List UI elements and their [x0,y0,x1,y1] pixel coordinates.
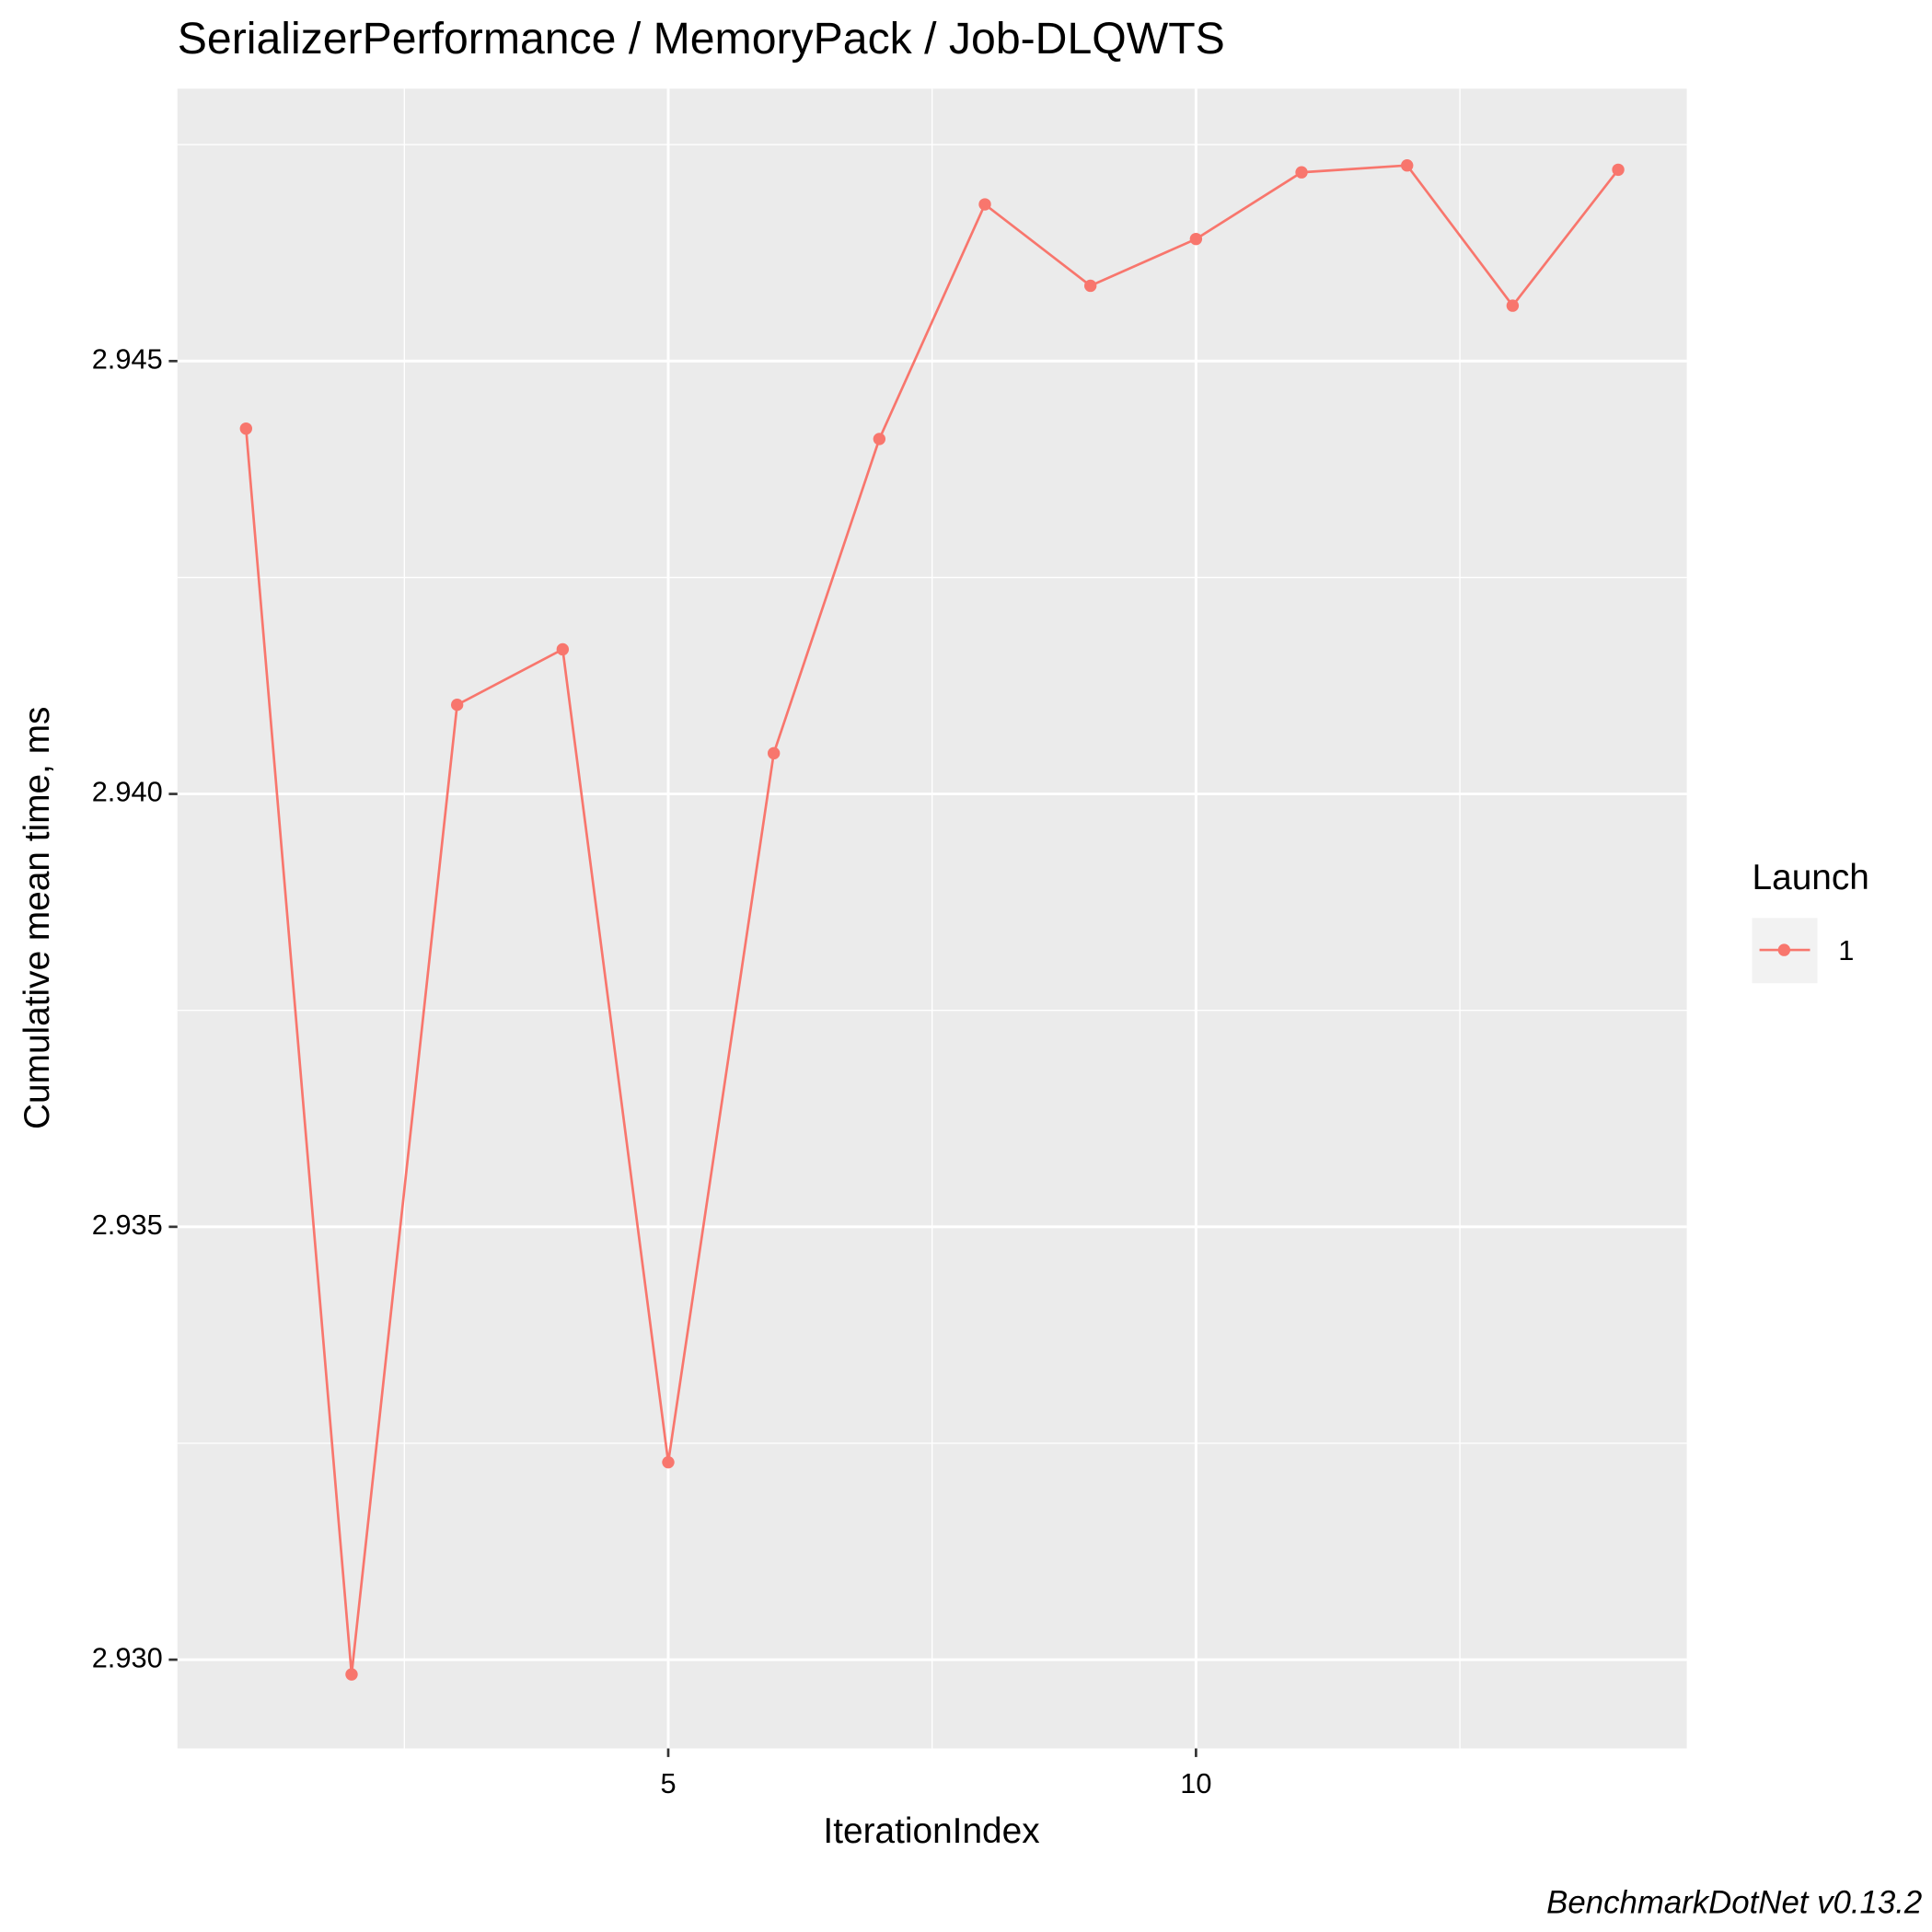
y-tick-label: 2.940 [92,776,163,808]
point [239,422,252,435]
point [1612,163,1625,177]
y-tick-label: 2.935 [92,1209,163,1241]
x-tick-label: 5 [660,1767,676,1799]
point [556,642,570,656]
point [767,746,781,760]
point [1401,159,1414,172]
chart-title: SerializerPerformance / MemoryPack / Job… [178,14,1225,64]
legend-title: Launch [1753,858,1869,897]
caption: BenchmarkDotNet v0.13.2 [1546,1885,1922,1921]
x-tick-label: 10 [1180,1767,1211,1799]
legend-point [1777,943,1791,956]
series-line [244,164,1620,1675]
point [1506,299,1520,312]
point [345,1668,358,1681]
point [1295,166,1308,179]
point [978,198,991,211]
x-axis-title: IterationIndex [823,1811,1039,1851]
point [662,1455,675,1469]
point [1084,279,1097,293]
point [1189,232,1203,246]
point [450,698,464,711]
y-tick-label: 2.945 [92,342,163,375]
y-axis-title: Cumulative mean time, ms [17,707,57,1129]
point [873,433,886,445]
legend-label: 1 [1838,934,1854,966]
y-tick-label: 2.930 [92,1641,163,1673]
